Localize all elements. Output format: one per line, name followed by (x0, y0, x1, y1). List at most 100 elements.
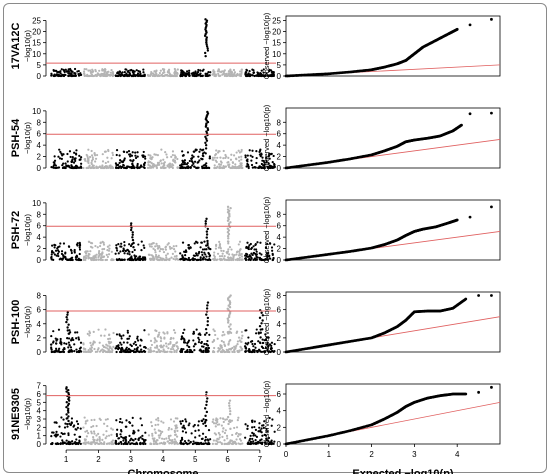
manhattan-point (262, 341, 265, 345)
manhattan-peak-point (205, 122, 208, 125)
manhattan-point (129, 244, 133, 248)
manhattan-point (91, 156, 94, 159)
manhattan-point (83, 255, 86, 258)
manhattan-point (180, 335, 183, 338)
manhattan-point (189, 349, 193, 352)
manhattan-point (214, 244, 218, 247)
manhattan-point (204, 436, 207, 439)
manhattan-point (140, 240, 143, 243)
manhattan-point (56, 433, 59, 436)
manhattan-point (240, 148, 243, 152)
manhattan-point (89, 348, 92, 351)
y-tick-label: 0 (37, 348, 42, 357)
manhattan-point (191, 154, 194, 157)
manhattan-point (124, 350, 127, 354)
manhattan-point (216, 151, 220, 154)
manhattan-point (71, 440, 74, 443)
manhattan-point (260, 438, 263, 441)
manhattan-point (132, 159, 135, 162)
manhattan-point (147, 161, 150, 164)
manhattan-peak-point (226, 307, 229, 310)
manhattan-point (149, 442, 152, 445)
manhattan-point (110, 427, 113, 430)
manhattan-point (102, 433, 105, 436)
manhattan-point (62, 74, 65, 77)
qq-point (468, 112, 472, 116)
manhattan-point (105, 253, 108, 256)
qq-y-tick-label: 5 (277, 61, 282, 70)
manhattan-point (117, 348, 120, 351)
manhattan-point (263, 74, 266, 77)
manhattan-point (181, 430, 185, 433)
manhattan-point (245, 68, 248, 71)
manhattan-point (169, 73, 172, 76)
manhattan-point (170, 74, 174, 77)
manhattan-point (258, 150, 261, 154)
manhattan-point (127, 347, 130, 350)
manhattan-point (179, 420, 182, 423)
manhattan-point (66, 425, 69, 428)
manhattan-point (248, 149, 251, 152)
manhattan-point (50, 165, 53, 169)
manhattan-point (53, 159, 57, 162)
manhattan-point (155, 329, 158, 333)
manhattan-point (58, 245, 61, 248)
manhattan-point (89, 257, 92, 260)
manhattan-point (144, 258, 147, 261)
manhattan-point (174, 156, 177, 159)
manhattan-point (132, 439, 135, 442)
manhattan-point (261, 258, 264, 262)
manhattan-point (179, 258, 182, 261)
manhattan-point (211, 442, 214, 445)
manhattan-point (153, 74, 156, 78)
manhattan-peak-point (227, 319, 230, 322)
manhattan-point (253, 342, 257, 346)
manhattan-point (232, 68, 236, 72)
manhattan-point (97, 432, 100, 435)
y-tick-label: 6 (37, 390, 42, 399)
manhattan-point (147, 434, 151, 437)
manhattan-point (133, 348, 136, 351)
manhattan-point (52, 431, 55, 434)
manhattan-point (96, 246, 99, 249)
manhattan-point (229, 158, 233, 161)
manhattan-point (108, 244, 111, 247)
manhattan-point (103, 442, 106, 445)
manhattan-point (222, 330, 225, 334)
manhattan-point (78, 158, 81, 161)
manhattan-point (139, 344, 142, 347)
manhattan-point (124, 74, 127, 77)
manhattan-point (84, 159, 87, 162)
manhattan-point (144, 431, 147, 434)
manhattan-point (80, 156, 83, 159)
manhattan-point (128, 434, 131, 437)
manhattan-point (229, 68, 232, 71)
manhattan-point (226, 437, 229, 440)
manhattan-point (271, 160, 274, 164)
manhattan-point (222, 157, 225, 160)
manhattan-point (245, 165, 248, 168)
manhattan-point (235, 74, 238, 77)
manhattan-point (88, 164, 91, 167)
manhattan-point (89, 250, 92, 253)
manhattan-point (256, 241, 259, 244)
manhattan-point (124, 442, 128, 446)
manhattan-point (182, 154, 185, 157)
manhattan-point (142, 71, 145, 74)
manhattan-point (201, 154, 204, 157)
manhattan-point (135, 349, 138, 352)
manhattan-point (76, 244, 79, 247)
manhattan-point (143, 155, 147, 158)
manhattan-point (142, 68, 145, 71)
manhattan-point (230, 153, 233, 156)
manhattan-point (170, 428, 173, 431)
manhattan-point (57, 328, 61, 331)
manhattan-point (208, 333, 211, 336)
manhattan-point (213, 166, 217, 169)
manhattan-point (155, 73, 158, 76)
manhattan-point (59, 340, 62, 343)
manhattan-point (183, 339, 186, 342)
manhattan-point (168, 162, 172, 165)
manhattan-peak-point (258, 324, 262, 328)
manhattan-point (184, 341, 187, 344)
